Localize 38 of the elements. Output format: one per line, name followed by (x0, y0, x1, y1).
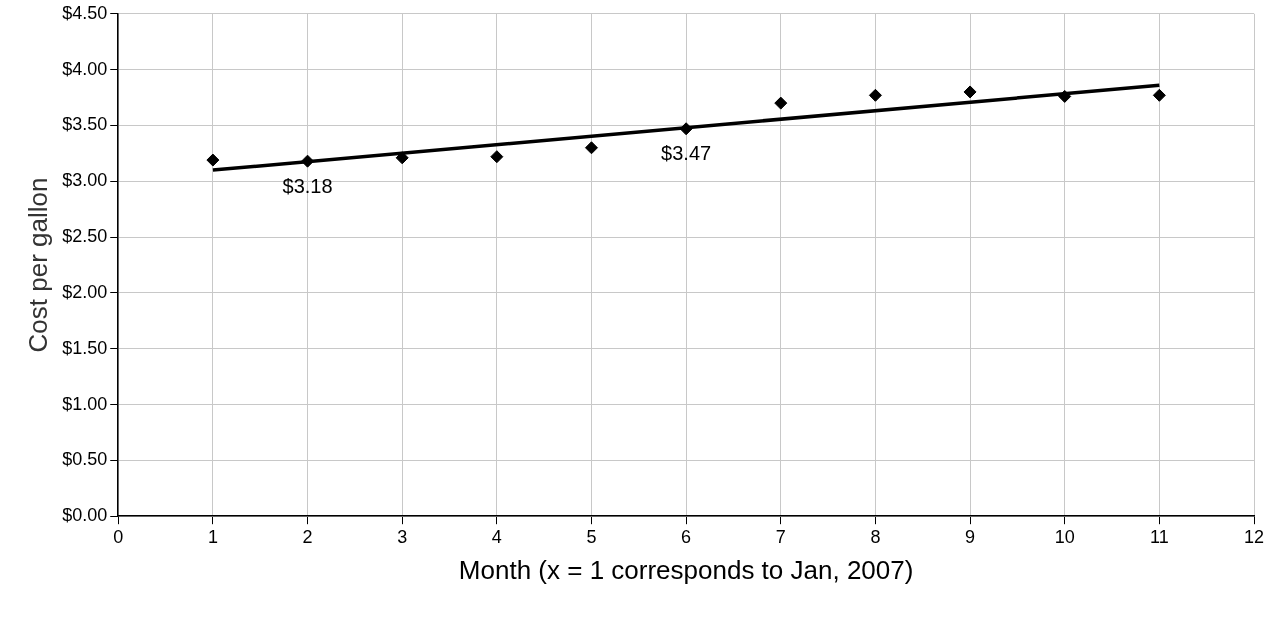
point (395, 151, 409, 165)
y-tick-label: $2.00 (62, 281, 108, 302)
x-tick-label: 4 (491, 526, 502, 547)
point (490, 150, 504, 164)
x-tick-label: 9 (965, 526, 976, 547)
x-tick-label: 11 (1150, 526, 1169, 547)
point (1152, 88, 1166, 102)
x-tick-label: 6 (681, 526, 692, 547)
y-tick-label: $2.50 (62, 226, 108, 247)
x-tick-label: 0 (113, 526, 124, 547)
y-tick-label: $1.00 (62, 393, 108, 414)
x-axis-title: Month (x = 1 corresponds to Jan, 2007) (458, 554, 914, 585)
point (301, 154, 315, 168)
x-tick-label: 7 (775, 526, 786, 547)
y-tick-label: $1.50 (62, 337, 108, 358)
y-axis-title: Cost per gallon (22, 177, 53, 353)
x-tick-label: 5 (586, 526, 597, 547)
x-tick-label: 1 (207, 526, 218, 547)
x-tick-label: 8 (870, 526, 881, 547)
point (774, 96, 788, 110)
y-tick-label: $0.50 (62, 449, 108, 470)
point (206, 153, 220, 167)
point (679, 122, 693, 136)
x-tick-label: 12 (1243, 526, 1265, 547)
point (584, 141, 598, 155)
data-label: $3.47 (661, 142, 712, 165)
x-tick-label: 10 (1054, 526, 1075, 547)
point (963, 85, 977, 99)
point (1058, 89, 1072, 103)
data-label: $3.18 (282, 174, 333, 197)
x-tick-label: 2 (302, 526, 313, 547)
y-tick-label: $3.00 (62, 170, 108, 191)
y-tick-label: $4.00 (62, 58, 108, 79)
point (868, 88, 882, 102)
y-tick-label: $0.00 (62, 505, 108, 526)
y-tick-label: $4.50 (62, 2, 108, 23)
x-tick-label: 3 (397, 526, 408, 547)
y-tick-label: $3.50 (62, 114, 108, 135)
